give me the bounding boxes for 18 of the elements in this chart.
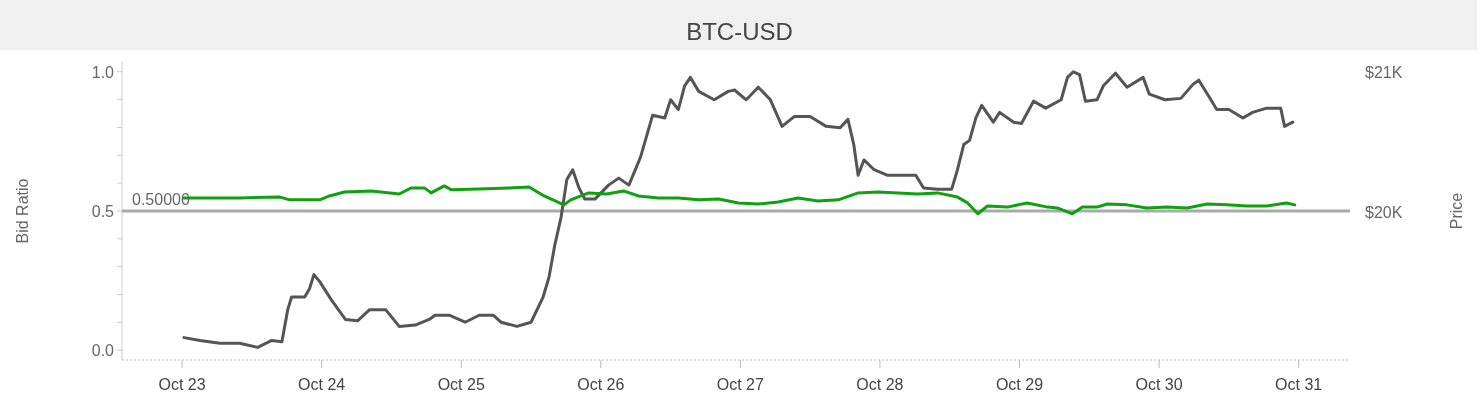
x-tick-label: Oct 31 (1275, 376, 1323, 393)
y-tick-label: 0.5 (91, 203, 115, 220)
x-tick-label: Oct 24 (298, 376, 346, 393)
x-tick-label: Oct 27 (716, 376, 765, 393)
y-tick-label: 1.0 (91, 63, 115, 81)
x-tick-label: Oct 29 (995, 376, 1044, 393)
x-tick-label: Oct 28 (856, 376, 904, 393)
x-tick-label: Oct 30 (1135, 376, 1183, 393)
y2-tick-label: $21K (1365, 63, 1403, 81)
y2-axis-title: Price (1448, 192, 1465, 230)
x-tick-label: Oct 26 (577, 376, 625, 393)
ref-line-label: 0.50000 (132, 191, 190, 208)
x-tick-label: Oct 25 (437, 376, 485, 393)
y-axis-title: Bid Ratio (14, 178, 31, 244)
y2-tick-label: $20K (1365, 203, 1403, 221)
x-tick-label: Oct 23 (158, 376, 206, 393)
y-tick-label: 0.0 (91, 342, 115, 360)
chart-title: BTC-USD (686, 18, 793, 45)
